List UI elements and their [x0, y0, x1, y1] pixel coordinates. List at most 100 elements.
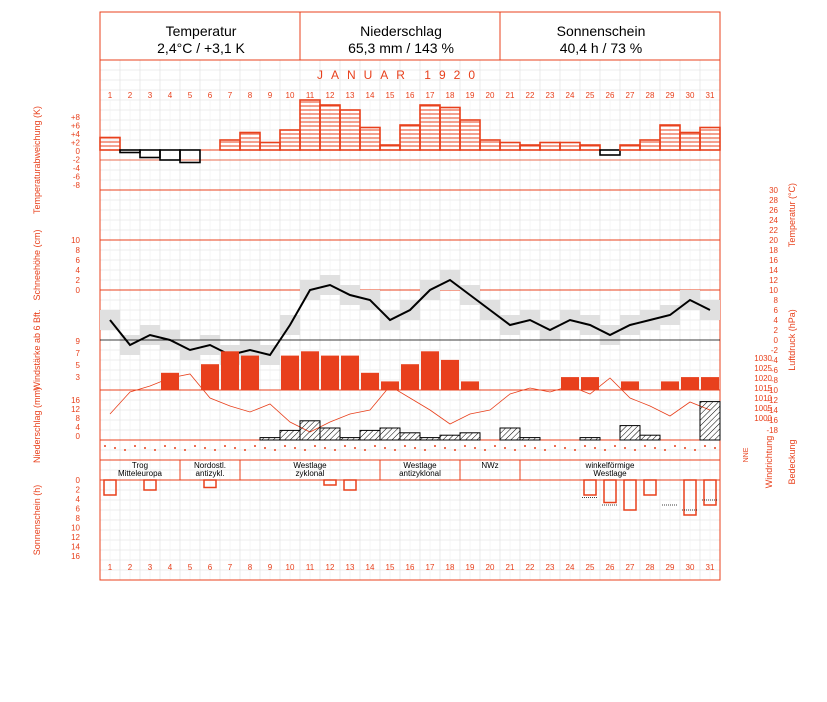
- day-label-top: 11: [306, 91, 315, 100]
- wind-bar: [621, 381, 639, 390]
- temperature-tick-label: -4: [771, 356, 779, 365]
- day-label-top: 1: [108, 91, 113, 100]
- wind-bar: [401, 364, 419, 390]
- anomaly-tick-label: +2: [71, 139, 81, 148]
- wind-direction-dot: [254, 445, 256, 447]
- day-label-top: 25: [586, 91, 595, 100]
- pressure-tick-label: 1030: [754, 354, 772, 363]
- wind-bar: [381, 381, 399, 390]
- wind-direction-dot: [324, 447, 326, 449]
- weather-type-label: winkelförmige: [585, 461, 635, 470]
- day-label-top: 8: [248, 91, 253, 100]
- precip-bar: [299, 420, 321, 441]
- anomaly-bar: [339, 109, 361, 151]
- pressure-tick-label: 1020: [754, 374, 772, 383]
- day-label-bottom: 22: [526, 563, 535, 572]
- day-label-top: 5: [188, 91, 193, 100]
- wind-bar: [561, 377, 579, 390]
- day-label-top: 4: [168, 91, 173, 100]
- temperature-line: [109, 278, 711, 357]
- pressure-tick-label: 1000: [754, 414, 772, 423]
- day-label-bottom: 20: [486, 563, 495, 572]
- sunshine-tick-label: 4: [76, 495, 81, 504]
- precip-axis-title: Niederschlag (mm): [32, 387, 42, 463]
- wind-direction-dot: [624, 447, 626, 449]
- temperature-tick-label: 18: [769, 246, 778, 255]
- weather-type-label: Trog: [132, 461, 148, 470]
- anomaly-tick-label: +6: [71, 122, 81, 131]
- temperature-tick-label: 30: [769, 186, 778, 195]
- anomaly-bar: [259, 141, 281, 151]
- day-label-top: 7: [228, 91, 233, 100]
- weather-type-label: antizyklonal: [399, 469, 441, 478]
- temperature-tick-label: -14: [766, 406, 778, 415]
- anomaly-tick-label: 0: [76, 147, 81, 156]
- weather-type-label: Westlage: [593, 469, 627, 478]
- day-label-top: 23: [546, 91, 555, 100]
- wind-direction-dot: [234, 447, 236, 449]
- wind-bar: [161, 372, 179, 390]
- precip-tick-label: 16: [71, 396, 80, 405]
- wind-direction-dot: [654, 447, 656, 449]
- wind-direction-dot: [464, 445, 466, 447]
- day-label-bottom: 1: [108, 563, 113, 572]
- day-label-bottom: 4: [168, 563, 173, 572]
- precip-tick-label: 12: [71, 405, 80, 414]
- pressure-line: [109, 373, 711, 433]
- weather-type-label: Mitteleuropa: [118, 469, 163, 478]
- temperature-tick-label: 20: [769, 236, 778, 245]
- day-label-bottom: 17: [426, 563, 435, 572]
- snow-tick-label: 2: [76, 276, 81, 285]
- temperature-tick-label: 12: [769, 276, 778, 285]
- header-temperature-title: Temperatur: [165, 23, 237, 39]
- wind-direction-dot: [124, 449, 126, 451]
- anomaly-bar: [399, 124, 421, 151]
- wind-direction-dot: [214, 449, 216, 451]
- wind-direction-dot: [284, 445, 286, 447]
- day-label-bottom: 12: [326, 563, 335, 572]
- temperature-tick-label: 24: [769, 216, 778, 225]
- temperature-tick-label: 0: [774, 336, 779, 345]
- day-label-bottom: 3: [148, 563, 153, 572]
- precip-bar: [519, 437, 541, 441]
- header-precip-title: Niederschlag: [360, 23, 442, 39]
- day-label-bottom: 26: [606, 563, 615, 572]
- day-label-bottom: 10: [286, 563, 295, 572]
- temperature-tick-label: 14: [769, 266, 778, 275]
- precip-bar: [459, 432, 481, 441]
- pressure-tick-label: 1005: [754, 404, 772, 413]
- snow-tick-label: 0: [76, 286, 81, 295]
- temperature-tick-label: 28: [769, 196, 778, 205]
- temperature-tick-label: -10: [766, 386, 778, 395]
- wind-direction-dot: [684, 447, 686, 449]
- temperature-tick-label: 26: [769, 206, 778, 215]
- sunshine-tick-label: 16: [71, 552, 80, 561]
- temperature-tick-label: 8: [774, 296, 779, 305]
- anomaly-bar: [639, 139, 661, 151]
- snow-tick-label: 8: [76, 246, 81, 255]
- temperature-tick-label: -2: [771, 346, 779, 355]
- precip-bar: [619, 425, 641, 441]
- day-label-top: 3: [148, 91, 153, 100]
- day-label-bottom: 28: [646, 563, 655, 572]
- anomaly-bar: [439, 106, 461, 151]
- temperature-tick-label: 22: [769, 226, 778, 235]
- wind-tick-label: 3: [76, 373, 81, 382]
- wind-bar: [221, 351, 239, 390]
- weather-type-label: Westlage: [293, 461, 327, 470]
- wind-direction-dot: [104, 445, 106, 447]
- wind-direction-dot: [344, 445, 346, 447]
- day-label-top: 17: [426, 91, 435, 100]
- sunshine-bar: [343, 479, 357, 491]
- wind-direction-dot: [634, 449, 636, 451]
- temperature-tick-label: -16: [766, 416, 778, 425]
- wind-direction-dot: [524, 445, 526, 447]
- wind-direction-dot: [504, 447, 506, 449]
- precip-tick-label: 8: [76, 414, 81, 423]
- wind-direction-dot: [694, 449, 696, 451]
- precip-bar: [639, 434, 661, 441]
- wind-bar: [661, 381, 679, 390]
- day-label-bottom: 31: [706, 563, 715, 572]
- precip-bar: [339, 437, 361, 441]
